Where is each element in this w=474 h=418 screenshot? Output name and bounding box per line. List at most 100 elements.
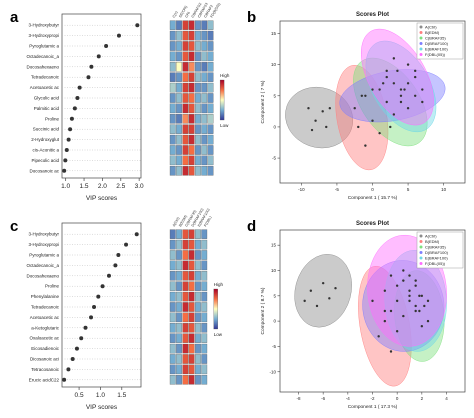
heatmap-cell xyxy=(201,145,208,155)
vip-plot-frame xyxy=(61,13,142,179)
heatmap-cell xyxy=(176,20,182,30)
heatmap-cell xyxy=(182,323,189,333)
heatmap-cell xyxy=(169,20,176,30)
score-point xyxy=(426,319,430,323)
score-point xyxy=(421,88,424,91)
score-point xyxy=(371,299,374,303)
heatmap-cell xyxy=(169,375,176,385)
heatmap-cell xyxy=(195,20,201,30)
heatmap-cell xyxy=(176,155,182,166)
heatmap-cell xyxy=(195,124,201,134)
scores-plot-area xyxy=(294,234,447,387)
heatmap-cell xyxy=(169,82,176,93)
heatmap-cell xyxy=(188,114,195,124)
heatmap-cell xyxy=(195,250,201,260)
score-point xyxy=(389,350,393,353)
x-tick-label: -6 xyxy=(321,396,325,401)
score-point xyxy=(395,330,399,333)
score-point xyxy=(328,107,332,110)
score-point xyxy=(403,88,406,91)
score-point xyxy=(321,281,325,285)
confidence-ellipse xyxy=(362,260,445,352)
heatmap-cell xyxy=(169,302,176,312)
heatmap-cell xyxy=(201,166,208,176)
legend-label: B(EDM) xyxy=(425,30,440,35)
legend-swatch xyxy=(419,251,423,254)
score-point xyxy=(423,304,426,308)
score-point xyxy=(389,309,393,313)
x-tick-label: -10 xyxy=(298,187,305,192)
heatmap-cell xyxy=(182,343,189,354)
heatmap-cell xyxy=(201,312,208,323)
heatmap-cell xyxy=(182,155,189,166)
heatmap-cell xyxy=(188,30,195,41)
heatmap-cell xyxy=(188,41,195,51)
score-point xyxy=(303,299,306,303)
heatmap-cell xyxy=(201,30,208,41)
heatmap-cell xyxy=(207,155,214,166)
score-point xyxy=(406,107,410,110)
panel-letter: b xyxy=(247,9,256,26)
legend-label: D(BRAF100) xyxy=(425,250,449,255)
score-point xyxy=(408,274,411,277)
heatmap-cell xyxy=(188,281,195,291)
score-point xyxy=(399,100,403,104)
heat-legend-high: High xyxy=(214,282,224,287)
heatmap-column-label: CBRAF2 xyxy=(203,4,214,18)
heatmap-cell xyxy=(176,134,182,145)
heatmap-cell xyxy=(169,62,176,72)
heatmap-cell xyxy=(188,271,195,281)
heat-legend-bar xyxy=(213,288,218,330)
legend-label: C(BRAF35) xyxy=(425,245,446,250)
scores-title: Scores Plot xyxy=(356,221,389,227)
vip-point xyxy=(68,127,73,132)
heatmap-column-label: C(n) xyxy=(172,10,179,18)
x-tick-label: 10 xyxy=(441,187,447,192)
x-tick-label: 2 xyxy=(421,396,424,401)
heatmap-cell xyxy=(188,124,195,134)
heatmap-cell xyxy=(169,124,176,134)
legend-label: C(BRAF35) xyxy=(425,36,446,41)
heat-legend-low: Low xyxy=(214,332,223,337)
legend-label: E(BRAF100) xyxy=(425,256,448,261)
heatmap-cell xyxy=(188,155,195,166)
heatmap-cell xyxy=(182,333,189,343)
heatmap-cell xyxy=(188,134,195,145)
heatmap-cell xyxy=(207,103,214,114)
score-point xyxy=(334,287,337,290)
heatmap-cell xyxy=(201,20,208,30)
heatmap-cell xyxy=(201,51,208,62)
vip-point xyxy=(124,242,129,247)
legend-swatch xyxy=(419,240,423,243)
score-point xyxy=(381,82,385,85)
score-point xyxy=(395,299,399,303)
heatmap-cell xyxy=(182,124,189,134)
heatmap-cell xyxy=(195,62,201,72)
heatmap-cell xyxy=(182,166,189,176)
legend-label: A(Ctrl) xyxy=(425,234,437,239)
legend-swatch xyxy=(419,245,423,249)
score-point xyxy=(408,299,411,303)
heatmap-cell xyxy=(195,155,201,166)
heatmap-cell xyxy=(188,239,195,250)
metabolite-label: 3-Hydroxypropi xyxy=(28,33,59,38)
heat-legend-high: High xyxy=(220,73,230,78)
heatmap-cell xyxy=(188,229,195,239)
x-tick-label: 1.5 xyxy=(80,183,89,190)
heatmap-cell xyxy=(195,375,201,385)
heatmap-cell xyxy=(182,354,189,364)
vip-point xyxy=(75,96,80,100)
heatmap-cell xyxy=(188,103,195,114)
legend-swatch xyxy=(419,53,423,56)
legend-swatch xyxy=(419,262,423,265)
score-point xyxy=(414,279,417,282)
vip-point xyxy=(135,23,140,28)
heatmap-cell xyxy=(169,166,176,176)
heatmap-cell xyxy=(176,51,182,62)
heatmap-column-label: F(DBL) xyxy=(203,215,212,227)
heatmap-column-label: SE(CRI) xyxy=(178,5,188,19)
panel-letter: a xyxy=(10,9,19,26)
metabolite-label: Erucic acidC22 xyxy=(29,377,60,382)
heatmap-cell xyxy=(176,364,182,375)
heatmap-cell xyxy=(195,51,201,62)
